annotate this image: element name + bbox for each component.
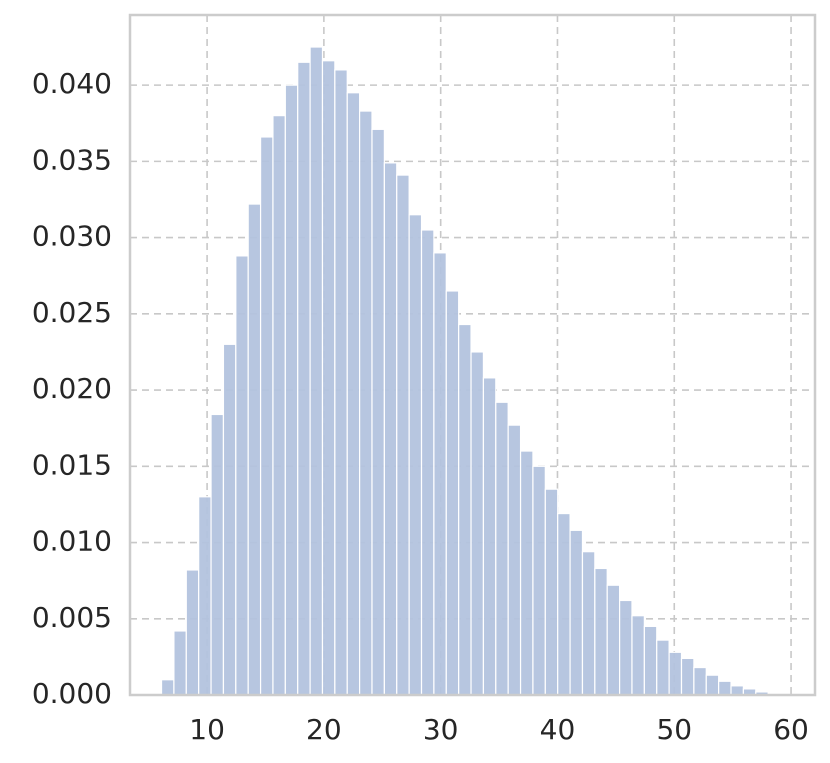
bar [606, 584, 621, 696]
bar [668, 651, 683, 696]
bar [321, 60, 336, 696]
bar [173, 630, 187, 696]
bar [433, 252, 447, 696]
bar [346, 92, 361, 696]
bar [532, 465, 546, 696]
bar [284, 84, 299, 696]
bar [334, 69, 348, 696]
bar [705, 674, 720, 696]
plot-frame [128, 13, 817, 697]
y-tick-label: 0.035 [32, 143, 112, 176]
bar [680, 657, 695, 696]
bar [210, 413, 225, 696]
bar [371, 128, 385, 696]
bar [718, 680, 732, 696]
y-tick-label: 0.025 [32, 296, 112, 329]
x-tick-label: 30 [423, 713, 459, 746]
bar [544, 488, 559, 696]
y-tick-label: 0.010 [32, 525, 112, 558]
y-tick-label: 0.040 [32, 67, 112, 100]
bar [445, 290, 460, 696]
x-tick-label: 10 [189, 713, 225, 746]
bar [235, 255, 249, 696]
x-tick-label: 40 [540, 713, 576, 746]
bar [420, 229, 435, 696]
y-tick-label: 0.015 [32, 448, 112, 481]
bar [259, 136, 274, 696]
bar [730, 685, 745, 696]
bar [198, 496, 212, 696]
bar [656, 639, 670, 696]
x-tick-label: 20 [306, 713, 342, 746]
bar [383, 162, 398, 696]
bar [594, 567, 608, 696]
bar [519, 450, 534, 696]
bar [458, 323, 472, 696]
bar [482, 377, 497, 696]
bar [408, 214, 423, 696]
bar [643, 625, 658, 696]
bar [507, 424, 522, 696]
bar [185, 569, 200, 696]
y-tick-label: 0.005 [32, 601, 112, 634]
bar [297, 61, 311, 696]
bar [309, 46, 324, 696]
bar [557, 512, 571, 696]
bar [222, 343, 237, 696]
bar [569, 529, 584, 696]
y-tick-label: 0.000 [32, 677, 112, 710]
y-tick-label: 0.020 [32, 372, 112, 405]
y-tick-label: 0.030 [32, 220, 112, 253]
bar [359, 110, 373, 696]
bar [272, 115, 286, 696]
tick-labels: 0.000 0.005 0.010 0.015 0.020 0.025 0.030 0.035… [32, 67, 809, 746]
bar [581, 551, 596, 696]
bar [693, 666, 707, 696]
bar [619, 599, 633, 696]
bar [495, 401, 509, 696]
bar [470, 351, 485, 696]
bar [247, 203, 262, 696]
bars [160, 46, 782, 696]
bar [160, 679, 175, 696]
x-tick-label: 50 [656, 713, 692, 746]
bar [396, 174, 410, 696]
bar [631, 615, 645, 696]
x-tick-label: 60 [773, 713, 809, 746]
